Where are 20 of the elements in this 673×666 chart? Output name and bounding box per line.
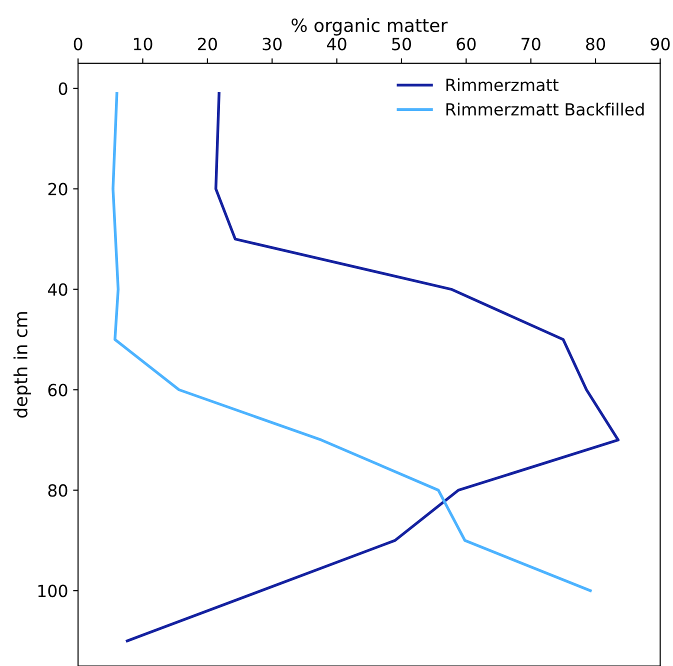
y-tick-label: 20: [48, 182, 68, 196]
x-tick-label: 50: [392, 38, 411, 50]
x-tick-label: 70: [522, 38, 540, 50]
y-tick-label: 100: [38, 584, 68, 598]
y-tick-label: 80: [48, 484, 68, 497]
x-tick-label: 90: [650, 38, 670, 50]
y-tick-label: 60: [48, 384, 68, 396]
legend-label: Rimmerzmatt: [446, 78, 558, 92]
x-tick-label: 0: [74, 38, 82, 50]
x-tick-label: 40: [327, 38, 346, 50]
x-tick-label: 60: [456, 38, 476, 50]
x-tick-label: 10: [134, 38, 152, 50]
y-tick-label: 40: [48, 283, 68, 296]
x-tick-label: 20: [198, 38, 217, 50]
legend-label: Rimmerzmatt Backfilled: [446, 102, 644, 116]
y-tick-label: 0: [58, 82, 68, 95]
y-axis-title: depth in cm: [14, 312, 31, 418]
x-tick-label: 30: [262, 38, 282, 50]
x-tick-label: 80: [586, 38, 606, 50]
x-axis-title: % organic matter: [292, 18, 448, 36]
